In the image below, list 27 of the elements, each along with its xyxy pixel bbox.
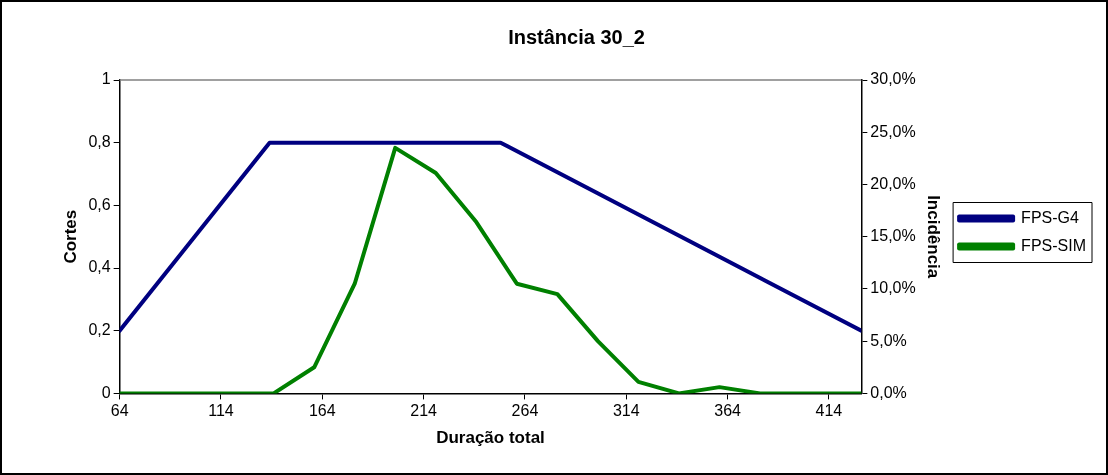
y2-tick-label: 5,0% <box>870 331 907 349</box>
y-tick-label: 0,8 <box>88 133 111 151</box>
y2-tick-label: 25,0% <box>870 122 916 140</box>
y-tick-label: 0 <box>101 383 111 401</box>
y-tick-label: 0,2 <box>88 321 111 339</box>
y2-tick-label: 0,0% <box>870 383 907 401</box>
y-tick-label: 1 <box>101 70 111 88</box>
x-tick-label: 414 <box>815 402 843 420</box>
y-tick-label: 0,4 <box>88 258 111 276</box>
x-tick-label: 164 <box>308 402 336 420</box>
legend-label: FPS-SIM <box>1021 236 1086 254</box>
y2-tick-label: 20,0% <box>870 174 916 192</box>
x-tick-label: 364 <box>714 402 742 420</box>
legend-label: FPS-G4 <box>1021 208 1079 226</box>
x-tick-label: 64 <box>110 402 129 420</box>
x-tick-label: 264 <box>511 402 539 420</box>
y2-tick-label: 10,0% <box>870 279 916 297</box>
y2-tick-label: 30,0% <box>870 70 916 88</box>
chart-title: Instância 30_2 <box>508 25 645 48</box>
x-tick-label: 114 <box>208 402 234 420</box>
y-tick-label: 0,6 <box>88 195 111 213</box>
y2-tick-label: 15,0% <box>870 227 916 245</box>
x-tick-label: 314 <box>612 402 640 420</box>
x-axis-title: Duração total <box>436 428 545 448</box>
y-axis-title: Cortes <box>60 209 80 264</box>
x-tick-label: 214 <box>410 402 438 420</box>
y2-axis-title: Incidência <box>924 195 944 279</box>
